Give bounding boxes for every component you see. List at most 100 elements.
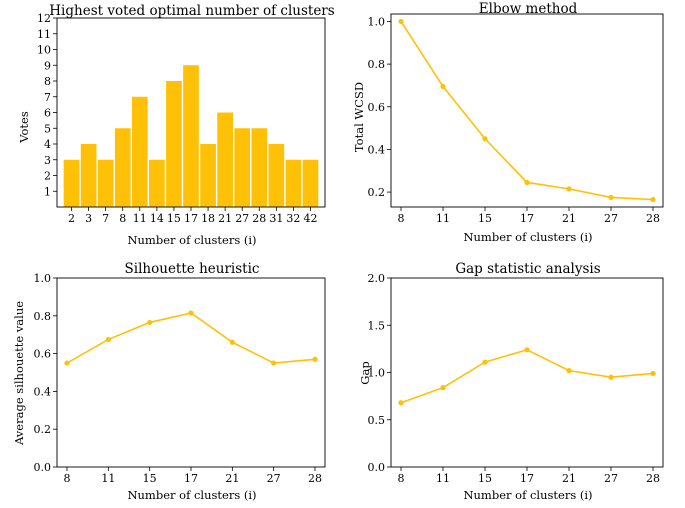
- data-point: [650, 370, 656, 377]
- x-tick-label: 11: [436, 472, 450, 485]
- bar: [268, 144, 285, 207]
- series-line: [400, 21, 654, 201]
- x-tick-label: 27: [604, 472, 618, 485]
- data-point: [105, 336, 111, 343]
- y-tick-label: 12: [37, 12, 51, 25]
- elbow-line-chart: Elbow method Number of clusters (i) Tota…: [352, 1, 664, 244]
- data-point: [482, 359, 488, 365]
- chart-title: Gap statistic analysis: [455, 261, 600, 277]
- series-line: [66, 312, 316, 364]
- y-tick-label: 9: [44, 59, 51, 72]
- y-tick-label: 7: [44, 91, 51, 104]
- x-axis-label: Number of clusters (i): [463, 230, 592, 244]
- data-point: [147, 319, 153, 326]
- data-point: [566, 368, 572, 374]
- x-axis-label: Number of clusters (i): [463, 488, 592, 502]
- y-tick-label: 6: [44, 107, 51, 120]
- data-point: [440, 385, 446, 391]
- bar: [166, 81, 182, 207]
- x-tick-label: 15: [478, 472, 492, 485]
- y-tick-label: 0.4: [34, 385, 52, 398]
- y-tick-label: 8: [44, 75, 51, 88]
- x-tick-label: 28: [252, 212, 266, 225]
- y-tick-label: 0.0: [34, 461, 52, 474]
- gap-line-chart: Gap statistic analysis Number of cluster…: [358, 261, 664, 502]
- x-axis-label: Number of clusters (i): [127, 233, 256, 247]
- bar: [149, 159, 165, 207]
- y-tick-label: 1: [44, 185, 51, 198]
- data-point: [440, 83, 446, 90]
- x-tick-label: 17: [184, 212, 198, 225]
- x-tick-label: 17: [520, 472, 534, 485]
- data-point: [64, 360, 70, 366]
- y-tick-label: 0.8: [368, 58, 386, 71]
- data-point: [482, 136, 488, 142]
- data-point: [398, 400, 404, 406]
- x-tick-label: 31: [269, 212, 283, 225]
- y-tick-label: 3: [44, 154, 51, 167]
- data-point: [566, 186, 572, 192]
- y-tick-label: 1.5: [368, 319, 386, 332]
- bar: [114, 128, 131, 207]
- bar: [131, 96, 148, 207]
- bar: [251, 128, 268, 207]
- x-tick-label: 8: [398, 212, 405, 225]
- y-tick-label: 0.8: [34, 310, 52, 323]
- x-tick-label: 11: [101, 472, 115, 485]
- x-axis-label: Number of clusters (i): [127, 488, 256, 502]
- y-tick-label: 1.0: [368, 367, 386, 380]
- y-axis-label: Votes: [17, 111, 31, 144]
- y-tick-label: 0.0: [368, 461, 386, 474]
- bar: [97, 159, 114, 207]
- data-point: [608, 194, 614, 201]
- y-tick-label: 10: [37, 44, 51, 57]
- chart-title: Silhouette heuristic: [125, 261, 260, 277]
- x-tick-label: 8: [64, 472, 71, 485]
- data-point: [229, 339, 235, 345]
- y-tick-label: 1.0: [34, 272, 52, 285]
- y-tick-label: 0.4: [368, 143, 386, 156]
- x-tick-label: 11: [133, 212, 147, 225]
- y-tick-label: 0.2: [34, 423, 52, 436]
- x-tick-label: 21: [218, 212, 232, 225]
- data-point: [188, 310, 194, 316]
- data-point: [524, 347, 530, 353]
- data-point: [271, 360, 277, 366]
- bar: [80, 144, 97, 207]
- bar: [63, 159, 80, 207]
- data-point: [398, 18, 404, 25]
- chart-title: Elbow method: [479, 1, 578, 17]
- x-tick-label: 27: [604, 212, 618, 225]
- axes-frame: [390, 13, 664, 208]
- y-tick-label: 0.2: [368, 186, 386, 199]
- bar: [302, 159, 319, 207]
- y-tick-label: 0.6: [368, 101, 386, 114]
- data-point: [608, 374, 614, 380]
- x-tick-label: 15: [478, 212, 492, 225]
- data-point: [524, 179, 530, 186]
- y-tick-label: 0.5: [368, 414, 386, 427]
- x-tick-label: 14: [150, 212, 164, 225]
- data-point: [650, 196, 656, 203]
- bar: [183, 65, 199, 207]
- x-tick-label: 17: [184, 472, 198, 485]
- y-tick-label: 4: [44, 138, 51, 151]
- series-line: [400, 348, 654, 404]
- y-tick-label: 5: [44, 122, 51, 135]
- x-tick-label: 32: [286, 212, 300, 225]
- y-axis-label: Average silhouette value: [12, 301, 26, 446]
- axes-frame: [56, 277, 326, 468]
- bar: [234, 128, 251, 207]
- x-tick-label: 2: [68, 212, 75, 225]
- silhouette-line-chart: Silhouette heuristic Number of clusters …: [12, 261, 326, 502]
- data-point: [312, 356, 318, 362]
- bar: [200, 144, 216, 207]
- y-axis-label: Total WCSD: [352, 82, 366, 152]
- x-tick-label: 8: [398, 472, 405, 485]
- x-tick-label: 17: [520, 212, 534, 225]
- x-tick-label: 15: [167, 212, 181, 225]
- x-tick-label: 21: [225, 472, 239, 485]
- x-tick-label: 27: [235, 212, 249, 225]
- x-tick-label: 28: [308, 472, 322, 485]
